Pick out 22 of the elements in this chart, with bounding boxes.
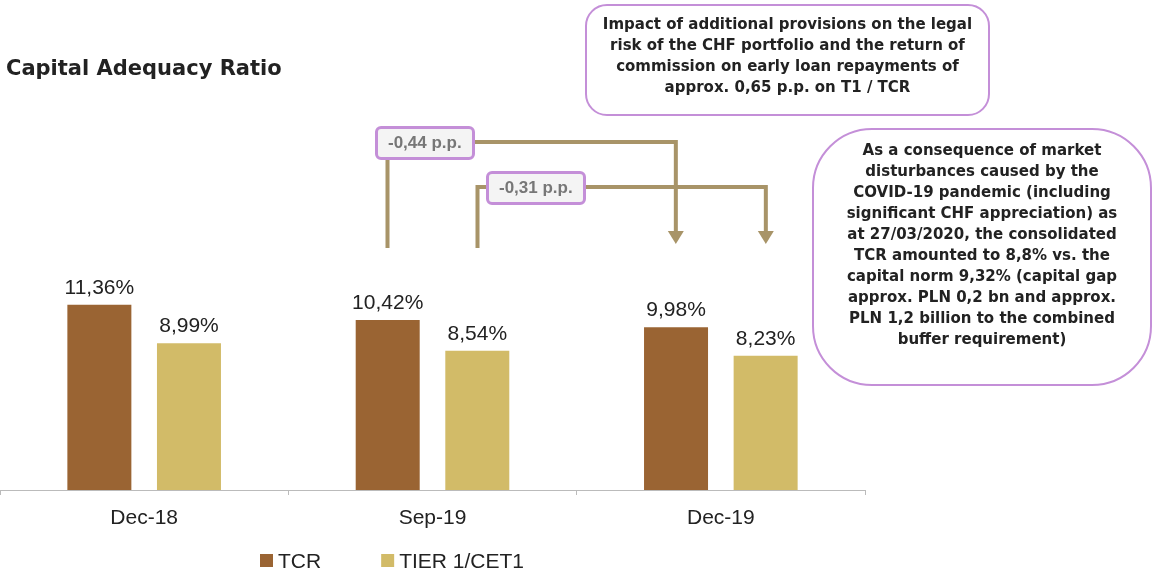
speech-bubble: As a consequence of market disturbances caused by the COVID-19 pandemic (including significant CHF appreciation) as at 27/03/2020, the consolidated TCR amounted to 8,8% vs. the capital norm 9,32% (capital gap approx. PLN 0,2 bn and approx. PLN 1,2 billion to the combined buffer requirement) [812,128,1152,386]
legend-label: TIER 1/CET1 [399,549,525,572]
speech-bubble: Impact of additional provisions on the legal risk of the CHF portfolio and the return of commission on early loan repayments of approx. 0,65 p.p. on T1 / TCR [585,4,990,116]
bar [156,343,221,490]
bar [445,350,510,490]
x-tick-label: Dec-19 [686,505,755,528]
bar [67,304,132,490]
chart-title: Capital Adequacy Ratio [6,56,282,80]
text: -0,44 p.p. [375,126,475,160]
bar [733,355,798,490]
data-label: 9,98% [646,297,706,321]
data-label: 8,23% [735,325,796,349]
data-label: 8,99% [159,313,219,337]
x-tick-label: Dec-18 [110,505,179,528]
data-label: 11,36% [64,274,135,298]
x-tick-label: Sep-19 [398,505,467,528]
text: -0,31 p.p. [486,171,586,205]
data-label: 10,42% [352,289,424,313]
legend-label: TCR [278,549,322,572]
data-label: 8,54% [447,320,508,344]
bar [644,327,709,490]
bar [355,319,420,490]
